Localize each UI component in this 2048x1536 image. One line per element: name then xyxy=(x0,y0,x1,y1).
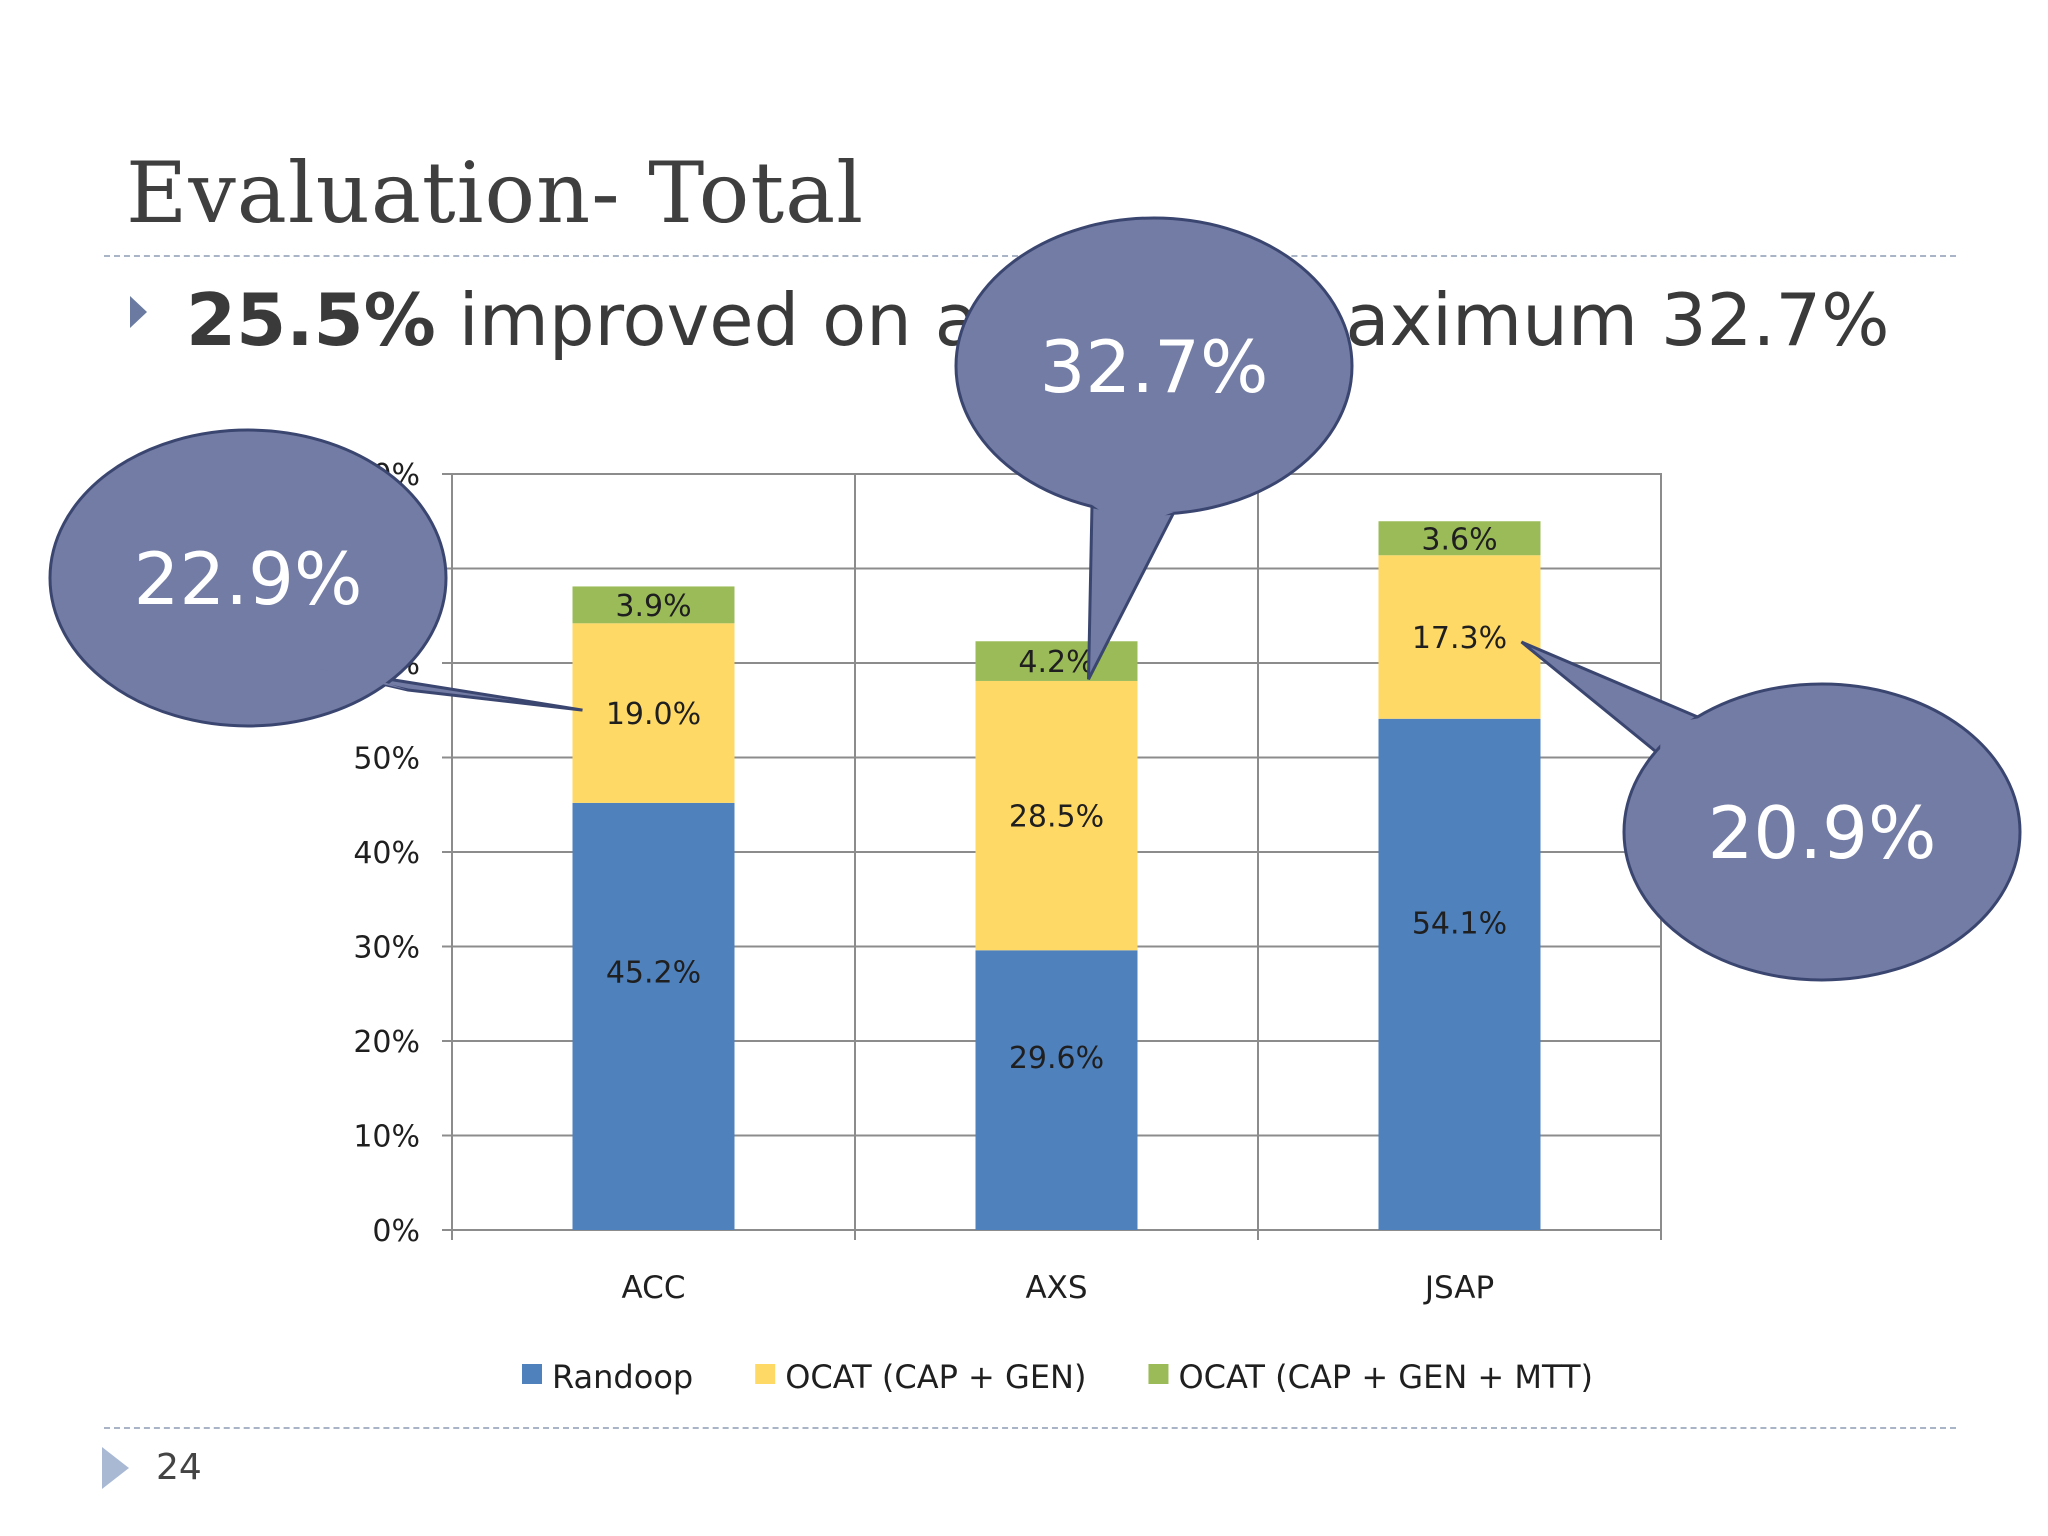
bar-segment xyxy=(572,623,735,803)
callout-bubble xyxy=(1622,682,2022,982)
page-number: 24 xyxy=(156,1447,202,1488)
bar-segment xyxy=(572,802,735,1230)
legend-label: OCAT (CAP + GEN + MTT) xyxy=(1178,1358,1593,1396)
bar-value-label: 3.6% xyxy=(1421,522,1497,557)
callout-label: 20.9% xyxy=(1708,791,1937,875)
slide-title: Evaluation- Total xyxy=(126,144,865,242)
footer-triangle-icon xyxy=(102,1447,129,1489)
bar-value-label: 28.5% xyxy=(1009,800,1104,835)
bar-value-label: 29.6% xyxy=(1009,1041,1104,1076)
legend-label: Randoop xyxy=(552,1358,693,1396)
bar-value-label: 4.2% xyxy=(1018,645,1094,680)
bullet-highlight: 25.5% xyxy=(186,278,436,362)
bar-value-label: 17.3% xyxy=(1412,621,1507,656)
bar-value-label: 45.2% xyxy=(606,955,701,990)
y-tick-label: 40% xyxy=(353,836,420,871)
y-tick-label: 10% xyxy=(353,1120,420,1155)
y-tick-label: 30% xyxy=(353,931,420,966)
callout-label: 22.9% xyxy=(134,537,363,621)
bar-value-label: 19.0% xyxy=(606,697,701,732)
legend-swatch xyxy=(755,1364,776,1384)
footer-divider xyxy=(104,1427,1956,1429)
callout-seam xyxy=(1660,718,1700,755)
y-tick-label: 50% xyxy=(353,742,420,777)
callout-seam xyxy=(300,665,408,690)
bar-segment xyxy=(975,680,1138,951)
y-tick-label: 0% xyxy=(372,1214,420,1249)
x-tick-label: ACC xyxy=(622,1270,686,1306)
x-tick-label: AXS xyxy=(1025,1270,1087,1306)
legend-swatch xyxy=(1148,1364,1169,1384)
bar-value-label: 3.9% xyxy=(615,589,691,624)
y-tick-label: 20% xyxy=(353,1025,420,1060)
bar-value-label: 54.1% xyxy=(1412,906,1507,941)
bar-segment xyxy=(1378,521,1541,556)
legend-swatch xyxy=(522,1364,542,1384)
callout-bubble xyxy=(48,428,448,728)
x-tick-label: JSAP xyxy=(1423,1270,1494,1306)
legend-label: OCAT (CAP + GEN) xyxy=(785,1358,1086,1396)
bar-segment xyxy=(572,586,735,624)
callout-seam xyxy=(1092,505,1174,529)
bar-segment xyxy=(975,641,1138,681)
bar-segment xyxy=(1378,718,1541,1230)
bar-segment xyxy=(1378,555,1541,719)
bullet-triangle-icon xyxy=(130,296,147,328)
bar-segment xyxy=(975,950,1138,1230)
callout-label: 32.7% xyxy=(1040,325,1269,409)
